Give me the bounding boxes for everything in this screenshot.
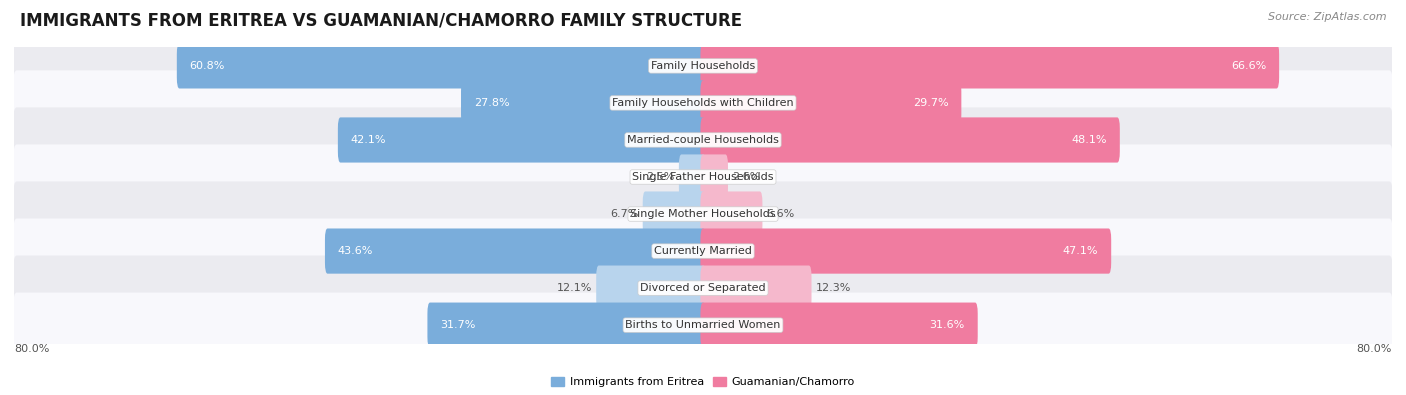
Text: 31.7%: 31.7% [440,320,475,330]
FancyBboxPatch shape [461,80,706,126]
FancyBboxPatch shape [13,145,1393,210]
FancyBboxPatch shape [700,265,811,311]
FancyBboxPatch shape [700,43,1279,88]
Text: 12.1%: 12.1% [557,283,592,293]
Text: 60.8%: 60.8% [190,61,225,71]
Text: Married-couple Households: Married-couple Households [627,135,779,145]
Legend: Immigrants from Eritrea, Guamanian/Chamorro: Immigrants from Eritrea, Guamanian/Chamo… [547,372,859,391]
Text: 80.0%: 80.0% [1357,344,1392,354]
FancyBboxPatch shape [679,154,706,199]
Text: 43.6%: 43.6% [337,246,373,256]
Text: 42.1%: 42.1% [350,135,387,145]
FancyBboxPatch shape [337,117,706,163]
Text: 47.1%: 47.1% [1063,246,1098,256]
FancyBboxPatch shape [643,192,706,237]
FancyBboxPatch shape [700,117,1119,163]
FancyBboxPatch shape [13,293,1393,358]
FancyBboxPatch shape [700,154,728,199]
Text: Single Father Households: Single Father Households [633,172,773,182]
FancyBboxPatch shape [325,228,706,274]
Text: Family Households with Children: Family Households with Children [612,98,794,108]
Text: Source: ZipAtlas.com: Source: ZipAtlas.com [1268,12,1386,22]
Text: IMMIGRANTS FROM ERITREA VS GUAMANIAN/CHAMORRO FAMILY STRUCTURE: IMMIGRANTS FROM ERITREA VS GUAMANIAN/CHA… [20,12,742,30]
Text: 66.6%: 66.6% [1232,61,1267,71]
FancyBboxPatch shape [700,80,962,126]
Text: 2.5%: 2.5% [647,172,675,182]
Text: 2.6%: 2.6% [733,172,761,182]
Text: 27.8%: 27.8% [474,98,509,108]
FancyBboxPatch shape [13,107,1393,173]
FancyBboxPatch shape [13,181,1393,246]
Text: Divorced or Separated: Divorced or Separated [640,283,766,293]
FancyBboxPatch shape [596,265,706,311]
Text: Births to Unmarried Women: Births to Unmarried Women [626,320,780,330]
Text: 31.6%: 31.6% [929,320,965,330]
FancyBboxPatch shape [13,70,1393,135]
FancyBboxPatch shape [13,218,1393,284]
FancyBboxPatch shape [700,192,762,237]
Text: Currently Married: Currently Married [654,246,752,256]
Text: 48.1%: 48.1% [1071,135,1107,145]
Text: 6.6%: 6.6% [766,209,794,219]
Text: 12.3%: 12.3% [815,283,851,293]
FancyBboxPatch shape [177,43,706,88]
FancyBboxPatch shape [427,303,706,348]
Text: 29.7%: 29.7% [912,98,949,108]
FancyBboxPatch shape [13,33,1393,98]
FancyBboxPatch shape [700,228,1111,274]
Text: Single Mother Households: Single Mother Households [630,209,776,219]
Text: 80.0%: 80.0% [14,344,49,354]
Text: 6.7%: 6.7% [610,209,638,219]
Text: Family Households: Family Households [651,61,755,71]
FancyBboxPatch shape [13,256,1393,321]
FancyBboxPatch shape [700,303,977,348]
